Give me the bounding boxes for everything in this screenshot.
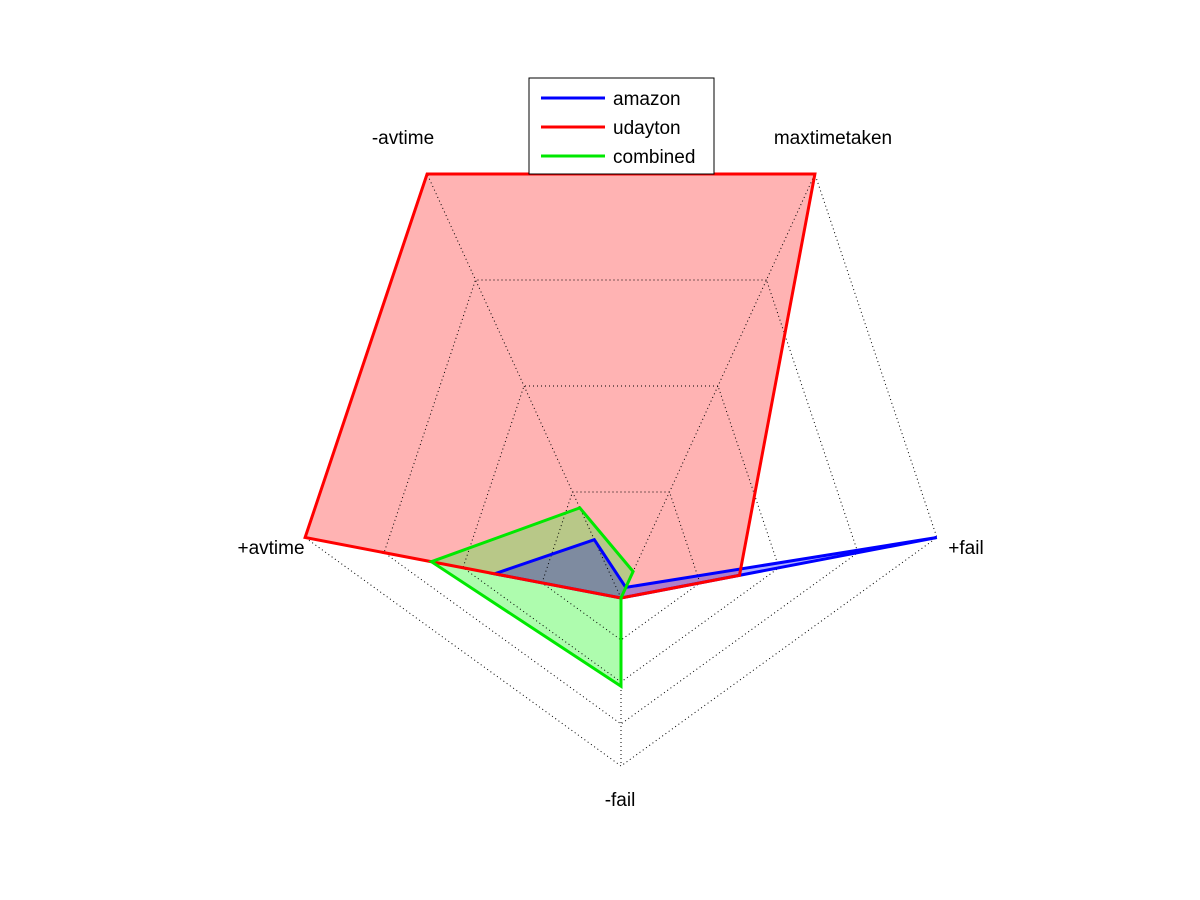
- legend-label-combined: combined: [613, 147, 695, 168]
- overlap-all-inner: [494, 537, 634, 598]
- axis-label--fail: -fail: [605, 790, 636, 811]
- legend: amazon udayton combined: [528, 77, 715, 175]
- axis-labels: maxtimetaken -avtime +avtime -fail +fail: [237, 128, 983, 811]
- axis-label-+fail: +fail: [948, 538, 983, 559]
- series-fills: [305, 174, 937, 687]
- series-lines: [303, 172, 938, 689]
- grid-ring-3: [383, 279, 859, 725]
- legend-label-amazon: amazon: [613, 89, 681, 110]
- grid-ring-1: [541, 491, 701, 641]
- axis-label-+avtime: +avtime: [237, 538, 304, 559]
- grid-spoke-maxtimetaken: [620, 173, 816, 599]
- overlap-all-outer: [494, 537, 634, 598]
- area-udayton: [305, 174, 815, 598]
- grid-spoke--avtime: [426, 173, 622, 599]
- axis-label--avtime: -avtime: [372, 128, 434, 149]
- line-combined: [428, 506, 635, 689]
- line-udayton: [303, 172, 817, 600]
- axis-label-maxtimetaken: maxtimetaken: [774, 128, 892, 149]
- legend-label-udayton: udayton: [613, 118, 681, 139]
- overlap-area-all: [494, 537, 634, 598]
